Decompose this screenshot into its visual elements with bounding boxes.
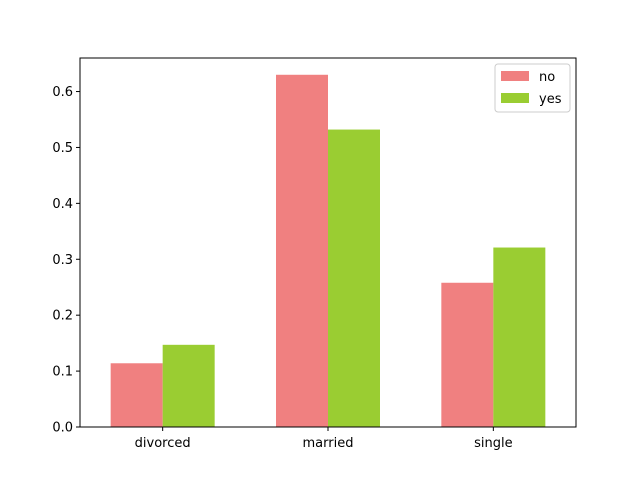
legend-swatch-no bbox=[501, 71, 529, 81]
bar-yes-married bbox=[328, 129, 380, 427]
bar-no-married bbox=[276, 74, 328, 427]
x-tick-label: single bbox=[474, 436, 513, 451]
x-tick-label: married bbox=[303, 436, 354, 451]
y-tick-label: 0.4 bbox=[52, 197, 73, 212]
legend-label-yes: yes bbox=[539, 92, 562, 107]
legend-swatch-yes bbox=[501, 93, 529, 103]
y-tick-label: 0.1 bbox=[52, 365, 73, 380]
x-tick-label: divorced bbox=[135, 436, 191, 451]
legend-label-no: no bbox=[539, 70, 555, 85]
bar-yes-divorced bbox=[162, 344, 215, 427]
bar-no-divorced bbox=[110, 363, 163, 427]
y-tick-label: 0.6 bbox=[52, 85, 73, 100]
y-tick-label: 0.2 bbox=[52, 309, 73, 324]
legend: no yes bbox=[494, 63, 571, 113]
y-tick-label: 0.5 bbox=[52, 141, 73, 156]
axes: 0.0 0.1 0.2 0.3 0.4 0.5 0.6 divorced married sing… bbox=[52, 57, 577, 451]
bar-yes-single bbox=[493, 247, 546, 427]
bars bbox=[110, 74, 546, 427]
y-tick-label: 0.3 bbox=[52, 253, 73, 268]
y-tick-label: 0.0 bbox=[52, 421, 73, 436]
bar-no-single bbox=[441, 282, 494, 427]
